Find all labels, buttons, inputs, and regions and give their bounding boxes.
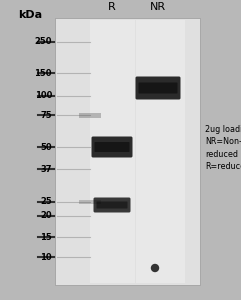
Circle shape <box>152 265 159 272</box>
Bar <box>90 20 135 283</box>
Text: 2ug loading
NR=Non-
reduced
R=reduced: 2ug loading NR=Non- reduced R=reduced <box>205 125 241 171</box>
FancyBboxPatch shape <box>94 142 129 152</box>
Text: 37: 37 <box>40 164 52 173</box>
Text: 150: 150 <box>34 68 52 77</box>
Text: 100: 100 <box>35 92 52 100</box>
Text: 15: 15 <box>40 232 52 242</box>
Bar <box>55 18 200 285</box>
Bar <box>79 113 101 118</box>
Text: kDa: kDa <box>18 10 42 20</box>
FancyBboxPatch shape <box>92 136 133 158</box>
Text: 250: 250 <box>34 38 52 46</box>
FancyBboxPatch shape <box>135 76 181 100</box>
Text: 25: 25 <box>40 197 52 206</box>
Text: 75: 75 <box>40 110 52 119</box>
Text: NR: NR <box>150 2 166 12</box>
Text: R: R <box>108 2 116 12</box>
FancyBboxPatch shape <box>96 202 127 208</box>
Text: 20: 20 <box>40 212 52 220</box>
Text: 50: 50 <box>40 142 52 152</box>
Bar <box>79 200 101 204</box>
Bar <box>136 20 185 283</box>
FancyBboxPatch shape <box>139 82 178 94</box>
FancyBboxPatch shape <box>94 197 130 212</box>
Text: 10: 10 <box>40 253 52 262</box>
